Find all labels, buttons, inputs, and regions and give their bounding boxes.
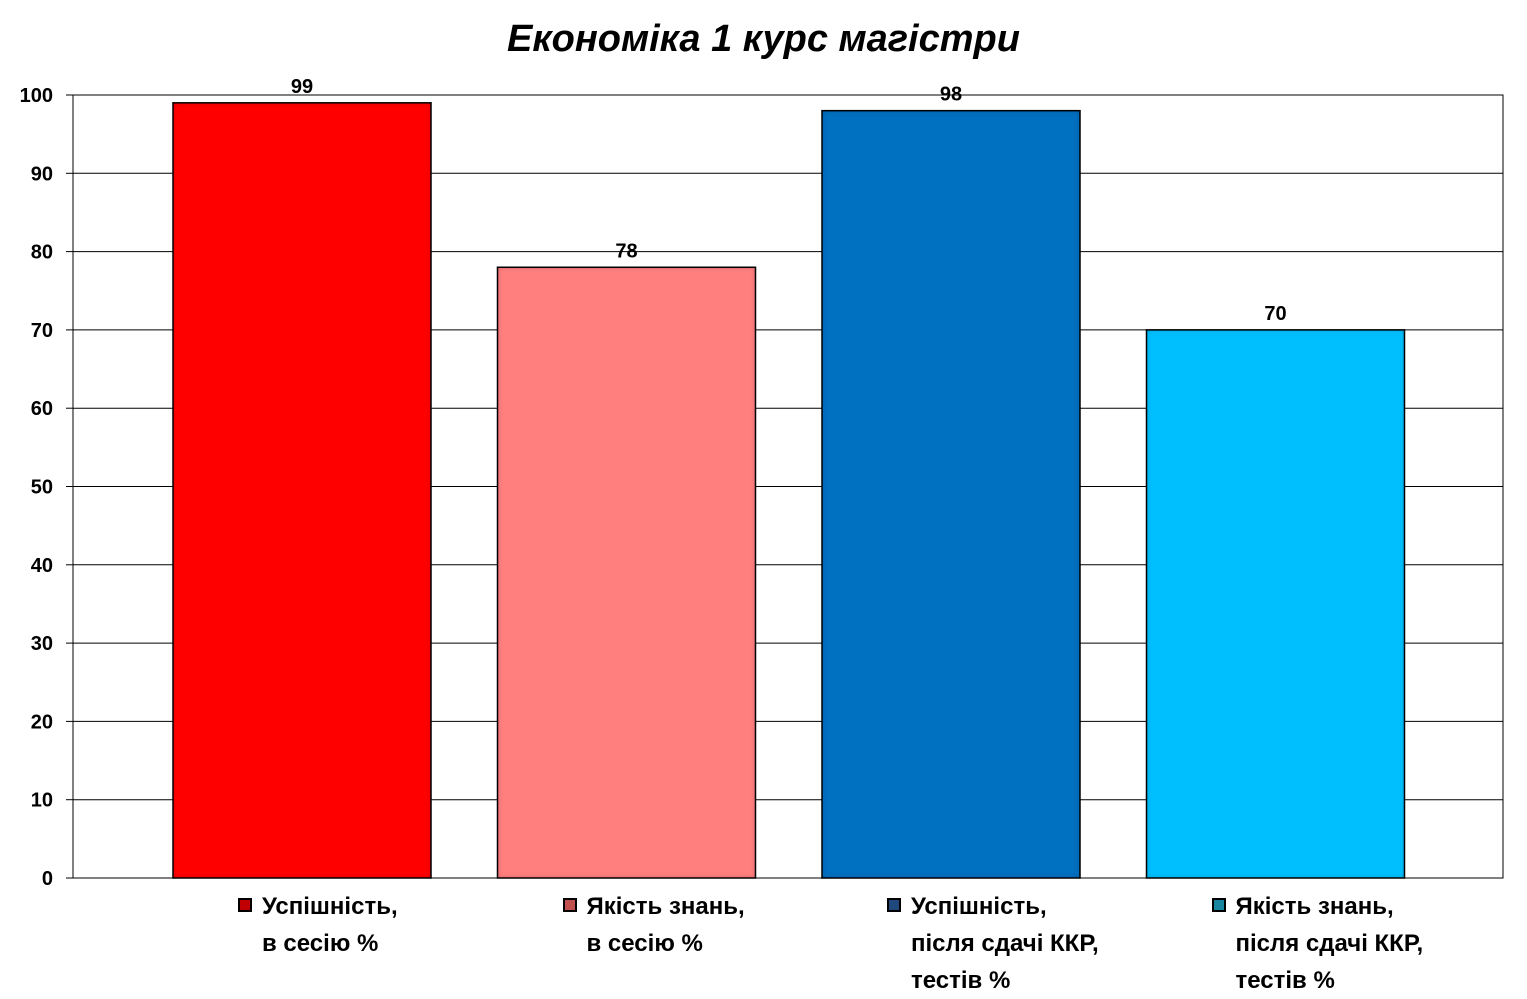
- legend-swatch: [887, 898, 901, 912]
- legend-label-line: Якість знань,: [586, 893, 745, 920]
- y-tick-label: 50: [31, 477, 53, 499]
- legend-label-line: в сесію %: [586, 930, 703, 957]
- legend-label-line: після сдачі ККР,: [911, 930, 1099, 957]
- data-label-2: 78: [615, 240, 637, 262]
- legend-label: Успішність, в сесію %: [262, 888, 398, 962]
- legend-label-line: Успішність,: [911, 893, 1047, 920]
- legend-label-line: Успішність,: [262, 893, 398, 920]
- legend-label: Якість знань, після сдачі ККР, тестів %: [1236, 888, 1424, 999]
- chart-title: Економіка 1 курс магістри: [507, 18, 1020, 60]
- data-label-3: 98: [940, 84, 962, 106]
- bar-4: [1145, 329, 1406, 879]
- legend-label: Якість знань, в сесію %: [587, 888, 745, 962]
- legend-swatch: [562, 898, 577, 912]
- y-tick-label: 100: [20, 85, 53, 107]
- y-tick-label: 20: [31, 711, 53, 733]
- y-tick-label: 90: [31, 163, 53, 185]
- legend-label-line: Якість знань,: [1235, 893, 1394, 920]
- data-label-4: 70: [1264, 303, 1286, 325]
- y-tick-label: 70: [31, 320, 53, 342]
- legend-label: Успішність, після сдачі ККР, тестів %: [911, 888, 1099, 999]
- y-tick-label: 40: [31, 555, 53, 577]
- y-tick-label: 60: [31, 398, 53, 420]
- y-tick-label: 10: [31, 790, 53, 812]
- y-tick-label: 80: [31, 242, 53, 264]
- legend-label-line: після сдачі ККР,: [1235, 930, 1424, 957]
- bar-3: [821, 109, 1081, 879]
- bar-2: [496, 266, 757, 879]
- bar-1: [172, 102, 432, 879]
- data-label-1: 99: [291, 76, 313, 98]
- y-tick-label: 0: [42, 868, 53, 890]
- legend-swatch: [238, 898, 252, 912]
- legend-swatch: [1211, 898, 1226, 912]
- y-tick-label: 30: [31, 633, 53, 655]
- legend-label-line: тестів %: [911, 967, 1011, 994]
- legend-label-line: тестів %: [1235, 967, 1335, 994]
- legend-label-line: в сесію %: [262, 930, 379, 957]
